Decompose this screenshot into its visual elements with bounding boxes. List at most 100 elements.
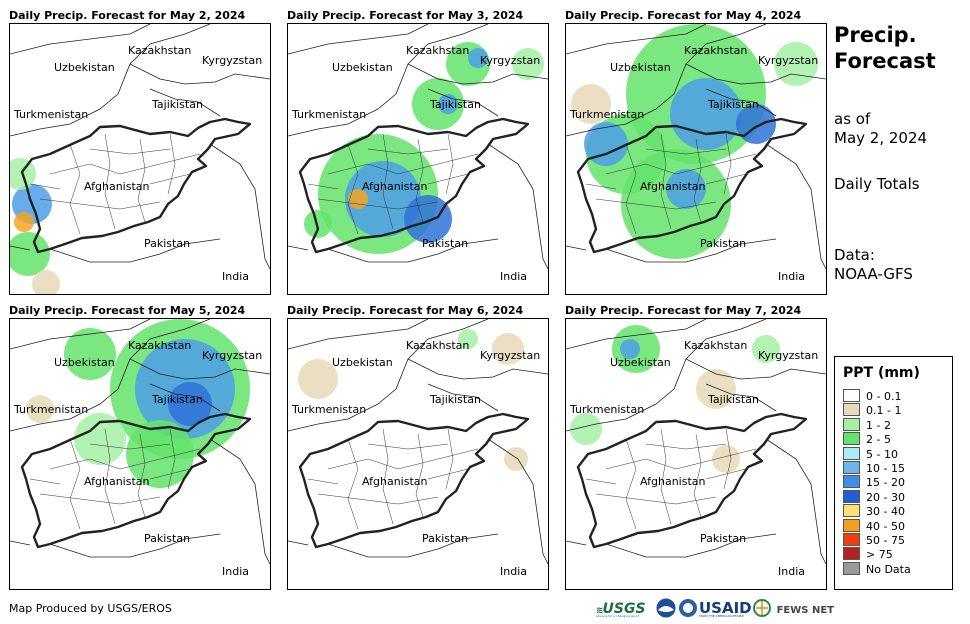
- precip-map: Kazakhstan Uzbekistan Kyrgyzstan Tajikistan…: [566, 24, 826, 283]
- legend-label: 30 - 40: [866, 505, 905, 519]
- province-border: [595, 198, 717, 210]
- country-border: [288, 540, 309, 546]
- legend-swatch: [843, 417, 860, 431]
- country-border: [566, 24, 707, 55]
- legend-item: 15 - 20: [843, 475, 905, 489]
- country-label: Tajikistan: [429, 393, 481, 406]
- legend-swatch: [843, 518, 860, 532]
- daily-totals-label: Daily Totals: [834, 175, 920, 193]
- country-label: Kazakhstan: [684, 339, 747, 352]
- legend-swatch: [843, 561, 860, 575]
- country-label: Uzbekistan: [54, 61, 115, 74]
- country-label: Pakistan: [422, 237, 468, 250]
- country-border: [129, 63, 270, 85]
- precip-cell: [64, 328, 116, 380]
- legend-item: 40 - 50: [843, 518, 905, 533]
- province-border: [382, 428, 394, 525]
- country-label: Afghanistan: [640, 180, 706, 193]
- country-label: Afghanistan: [362, 180, 428, 193]
- province-border: [317, 198, 439, 210]
- province-border: [445, 133, 454, 195]
- country-label: Kazakhstan: [406, 339, 469, 352]
- precip-cell: [298, 359, 338, 399]
- legend-label: 5 - 10: [866, 447, 898, 461]
- country-label: Afghanistan: [362, 475, 428, 488]
- province-border: [415, 433, 424, 518]
- precip-cell: [126, 420, 194, 488]
- province-border: [104, 133, 116, 230]
- legend-label: 10 - 15: [866, 462, 905, 475]
- country-border: [288, 24, 489, 137]
- province-border: [317, 493, 439, 505]
- province-border: [347, 438, 359, 530]
- province-border: [69, 438, 81, 530]
- legend-label: No Data: [866, 562, 911, 576]
- precip-cell: [468, 48, 488, 68]
- precip-map: Kazakhstan Uzbekistan Kyrgyzstan Tajikistan…: [288, 24, 548, 283]
- legend-swatch: [843, 475, 860, 489]
- country-label: Kazakhstan: [684, 44, 747, 57]
- country-label: Kyrgyzstan: [758, 54, 818, 67]
- country-border: [288, 24, 429, 55]
- usgs-logo: ≋USGS science for a changing world: [596, 601, 646, 618]
- precip-cell: [584, 122, 628, 166]
- country-label: Uzbekistan: [610, 61, 671, 74]
- legend-label: 50 - 75: [866, 534, 905, 547]
- province-border: [693, 433, 702, 518]
- country-border: [10, 245, 31, 251]
- country-label: Kyrgyzstan: [480, 54, 540, 67]
- legend-item: > 75: [843, 547, 893, 561]
- usda-seal-icon: [678, 598, 698, 620]
- country-label: Uzbekistan: [332, 61, 393, 74]
- precip-cell: [32, 270, 60, 294]
- country-label: Turkmenistan: [291, 108, 366, 121]
- country-label: Turkmenistan: [569, 108, 644, 121]
- country-label: Tajikistan: [707, 98, 759, 111]
- country-label: Kyrgyzstan: [202, 54, 262, 67]
- province-border: [415, 138, 424, 223]
- map-frame: Kazakhstan Uzbekistan Kyrgyzstan Tajikistan…: [9, 23, 271, 295]
- legend-item: 10 - 15: [843, 461, 905, 475]
- map-credit: Map Produced by USGS/EROS: [9, 602, 172, 615]
- precip-cell: [512, 48, 544, 80]
- precip-cell: [304, 210, 332, 238]
- legend-label: 40 - 50: [866, 519, 905, 533]
- province-border: [585, 173, 747, 190]
- country-label: Kyrgyzstan: [480, 349, 540, 362]
- panel-title: Daily Precip. Forecast for May 7, 2024: [565, 304, 802, 317]
- province-border: [347, 143, 359, 235]
- country-label: India: [222, 270, 249, 283]
- country-label: Uzbekistan: [332, 356, 393, 369]
- country-border: [685, 358, 826, 380]
- precip-map: Kazakhstan Uzbekistan Kyrgyzstan Tajikistan…: [288, 319, 548, 578]
- legend-label: 0 - 0.1: [866, 390, 902, 403]
- country-border: [10, 319, 151, 350]
- country-label: Kazakhstan: [128, 339, 191, 352]
- globe-icon: [753, 599, 771, 617]
- province-border: [89, 148, 171, 155]
- province-border: [327, 448, 479, 470]
- province-border: [660, 133, 672, 230]
- precip-cell: [345, 161, 421, 237]
- province-border: [89, 443, 171, 450]
- country-label: Turkmenistan: [13, 108, 88, 121]
- legend-swatch: [843, 403, 860, 417]
- country-label: Pakistan: [422, 532, 468, 545]
- province-border: [367, 148, 449, 155]
- province-border: [625, 438, 637, 530]
- province-border: [382, 133, 394, 230]
- afghanistan-outline: [20, 412, 252, 549]
- panel-title: Daily Precip. Forecast for May 4, 2024: [565, 9, 802, 22]
- precip-cell: [504, 447, 528, 471]
- province-border: [104, 428, 116, 525]
- map-frame: Kazakhstan Uzbekistan Kyrgyzstan Tajikistan…: [565, 23, 827, 295]
- country-border: [765, 143, 826, 270]
- legend-swatch: [843, 389, 860, 402]
- precip-cell: [168, 382, 212, 426]
- country-label: Tajikistan: [151, 98, 203, 111]
- country-border: [685, 63, 826, 85]
- country-label: Pakistan: [700, 237, 746, 250]
- precip-cell: [670, 78, 742, 150]
- afghanistan-outline: [576, 117, 808, 254]
- map-frame: Kazakhstan Uzbekistan Kyrgyzstan Tajikistan…: [287, 318, 549, 590]
